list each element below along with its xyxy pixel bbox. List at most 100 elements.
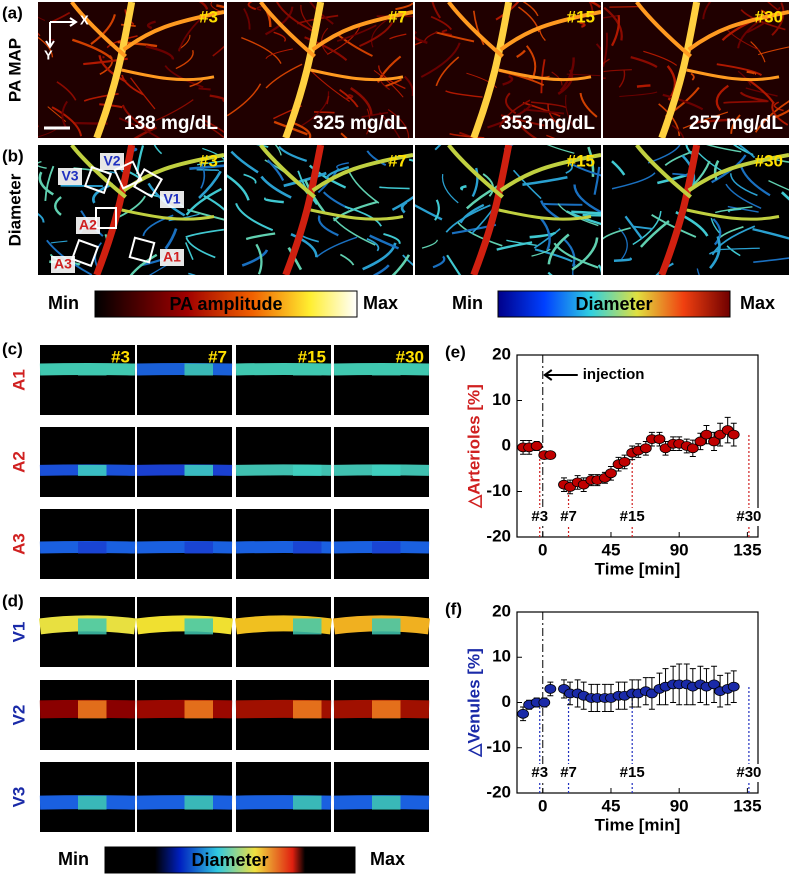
data-point: [605, 468, 617, 479]
marker-label-bg: [619, 508, 646, 526]
vessel: [197, 160, 224, 166]
vessel: [395, 2, 413, 11]
branch: [687, 10, 789, 52]
vessel: [715, 84, 729, 111]
data-point: [653, 434, 666, 445]
vessel: [459, 131, 477, 138]
vessel: [168, 213, 200, 222]
vessel: [200, 162, 206, 189]
glucose-label: 257 mg/dL: [689, 113, 783, 134]
vessel: [767, 2, 779, 11]
vessel: [711, 225, 756, 256]
vessel-segment: [184, 541, 213, 554]
image-vessels: [415, 145, 601, 275]
vessel: [379, 186, 410, 190]
vessel: [725, 183, 762, 209]
image-tag: #30: [755, 151, 783, 170]
image-tag: #3: [199, 7, 218, 26]
panel-label: (d): [2, 591, 24, 610]
vessel: [175, 50, 194, 70]
vessel: [50, 240, 68, 244]
vessel: [98, 55, 127, 83]
vessel: [780, 191, 789, 201]
vessel: [185, 187, 222, 216]
y-axis-label: △Arterioles [%]: [464, 384, 483, 509]
vessel: [336, 162, 349, 169]
vessel: [56, 81, 77, 101]
vessel: [130, 77, 156, 110]
vessel-segment: [372, 541, 401, 554]
data-point: [686, 443, 699, 454]
colorbar-title: Diameter: [575, 294, 652, 314]
image-tag: #30: [755, 7, 783, 26]
image-bg: [236, 427, 331, 497]
vessel: [47, 106, 67, 123]
branch: [310, 208, 404, 221]
vessel: [198, 2, 209, 10]
vessel: [559, 57, 575, 92]
vessel: [155, 99, 194, 122]
image-tag: #7: [388, 151, 407, 170]
vessel: [636, 84, 651, 88]
vessel: [339, 89, 359, 108]
marker-label-bg: [619, 764, 646, 782]
vessel: [618, 69, 626, 88]
roi-box: [70, 238, 100, 268]
data-point: [517, 708, 529, 719]
x-tick-label: 45: [602, 796, 621, 815]
x-axis-label: Time [min]: [595, 559, 681, 578]
vessel: [347, 169, 380, 204]
vessel: [696, 268, 700, 275]
row-label: V3: [9, 787, 28, 808]
vessel: [730, 114, 741, 134]
vessel: [523, 108, 565, 115]
vessel: [671, 124, 685, 138]
vessel: [430, 15, 453, 31]
data-point: [694, 436, 707, 447]
data-point: [538, 697, 551, 708]
vessel: [403, 75, 413, 97]
vessel: [603, 227, 631, 240]
vessel: [746, 70, 757, 76]
vessel: [716, 63, 763, 77]
colorbar-title: Diameter: [191, 850, 268, 870]
panel-label: (f): [445, 599, 462, 618]
axis-arrows: [45, 17, 78, 49]
colorbar-max: Max: [363, 293, 398, 313]
vessel: [314, 111, 335, 114]
y-tick-label: 20: [492, 601, 511, 620]
vessel: [283, 171, 327, 188]
vessel: [547, 271, 553, 275]
vessel: [457, 221, 503, 247]
vessel: [557, 203, 599, 227]
vessel: [373, 264, 390, 275]
glucose-label: 138 mg/dL: [124, 113, 218, 134]
vessel: [772, 109, 789, 120]
trunk: [470, 2, 513, 138]
data-point: [544, 684, 557, 694]
vessel: [362, 242, 397, 271]
vessel-segment: [184, 363, 213, 376]
image-vessels: [38, 2, 224, 138]
branch: [121, 208, 215, 221]
image-tag: #7: [208, 347, 227, 366]
vessel: [339, 253, 355, 266]
vessel: [540, 200, 561, 221]
vessel: [595, 43, 601, 51]
x-tick-label: 135: [733, 796, 761, 815]
vessel: [290, 233, 318, 258]
vessel: [603, 32, 608, 67]
vessel: [106, 35, 138, 49]
image-tag: #15: [298, 347, 326, 366]
y-tick-label: 0: [502, 435, 511, 454]
vessel: [515, 118, 538, 138]
vessel: [746, 6, 781, 34]
vessel-segment: [293, 363, 322, 376]
vessel: [203, 194, 224, 211]
x-tick-label: 135: [733, 540, 761, 559]
vessel: [712, 218, 722, 246]
vessel: [613, 257, 632, 263]
roi-label-bg: [58, 168, 82, 185]
vessel: [588, 2, 594, 12]
vessel: [571, 237, 599, 271]
